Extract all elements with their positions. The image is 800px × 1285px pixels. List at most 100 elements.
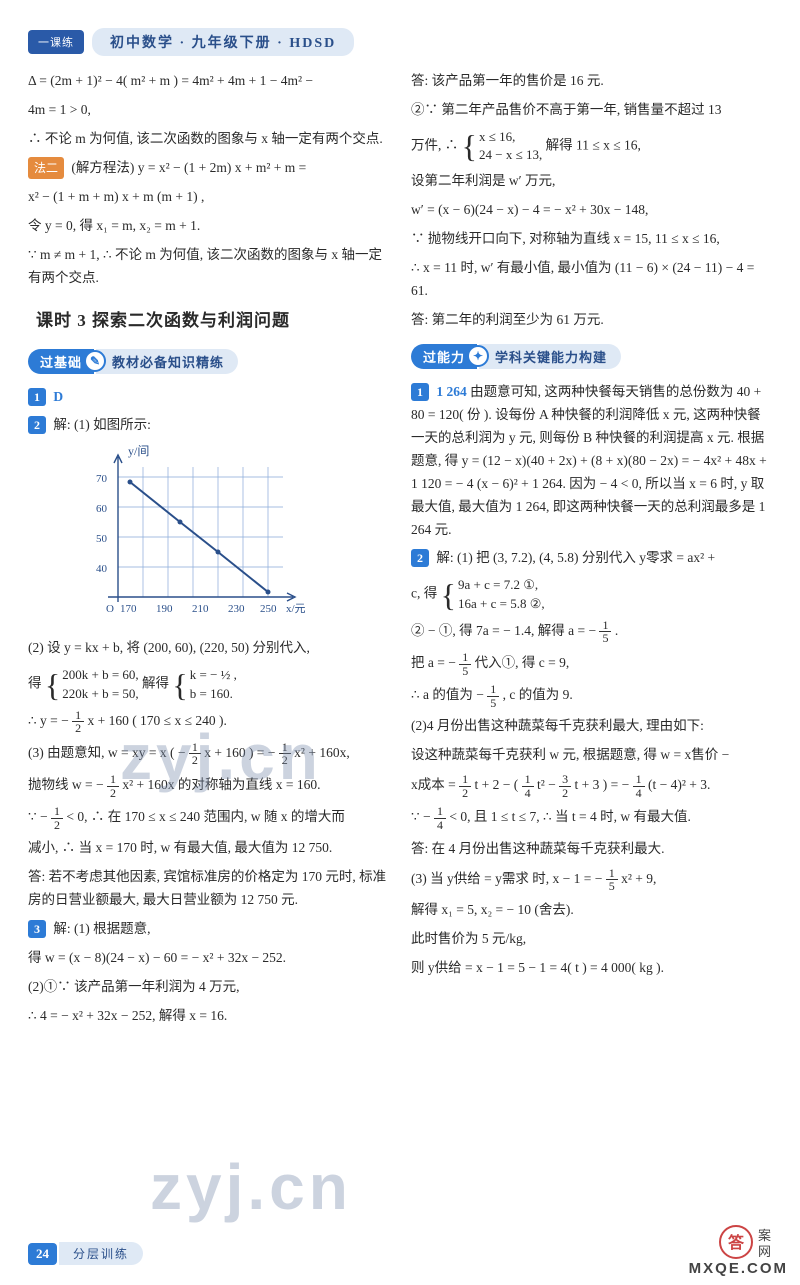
answer-line: 2 解: (1) 如图所示: <box>28 414 389 437</box>
text: ∴ a 的值为 − <box>411 687 487 702</box>
text: 代入①, 得 c = 9, <box>475 655 570 670</box>
text-line: ∵ 抛物线开口向下, 对称轴为直线 x = 15, 11 ≤ x ≤ 16, <box>411 228 772 251</box>
eq-line: 解得 x₁ = 5, x₂ = − 10 (舍去). <box>411 899 772 922</box>
page-footer: 24 分层训练 <box>28 1242 143 1265</box>
text: (t − 4)² + 3. <box>648 777 710 792</box>
text-line: 减小, ∴ 当 x = 170 时, w 有最大值, 最大值为 12 750. <box>28 837 389 860</box>
text: t² − <box>537 777 559 792</box>
text: 抛物线 w = − <box>28 777 107 792</box>
answer-line: 1 D <box>28 386 389 409</box>
text-line: 法二 (解方程法) y = x² − (1 + 2m) x + m² + m = <box>28 157 389 180</box>
text: ∵ − <box>411 810 434 825</box>
equation-system: { 200k + b = 60, 220k + b = 50, <box>45 666 139 702</box>
svg-text:250: 250 <box>260 603 277 615</box>
question-number: 2 <box>411 549 429 567</box>
series-tab: 一课练 <box>28 30 84 54</box>
fraction: 14 <box>522 773 534 799</box>
text: 解: (1) 把 (3, 7.2), (4, 5.8) 分别代入 y零求 = a… <box>436 550 715 565</box>
text: (3) 由题意知, w = xy = x ( − <box>28 745 189 760</box>
question-number: 3 <box>28 920 46 938</box>
text: x² + 160x, <box>294 745 350 760</box>
text: c, 得 <box>411 586 441 601</box>
svg-text:40: 40 <box>96 563 108 575</box>
eq-line: (3) 由题意知, w = xy = x ( − 12 x + 160 ) = … <box>28 741 389 767</box>
fraction: 15 <box>487 683 499 709</box>
text: 万件, ∴ <box>411 137 462 152</box>
eq-line: x成本 = 12 t + 2 − ( 14 t² − 32 t + 3 ) = … <box>411 773 772 799</box>
svg-text:230: 230 <box>228 603 245 615</box>
svg-text:O: O <box>106 603 114 615</box>
fraction: 14 <box>633 773 645 799</box>
svg-text:170: 170 <box>120 603 137 615</box>
tag-icon: ✎ <box>84 350 106 372</box>
text-line: ∵ m ≠ m + 1, ∴ 不论 m 为何值, 该二次函数的图象与 x 轴一定… <box>28 244 389 290</box>
question-number: 1 <box>28 388 46 406</box>
eq-line: ② − ①, 得 7a = − 1.4, 解得 a = − 15 . <box>411 619 772 645</box>
page-number: 24 <box>28 1243 57 1265</box>
text-line: (2)4 月份出售这种蔬菜每千克获利最大, 理由如下: <box>411 715 772 738</box>
text-line: (2) 设 y = kx + b, 将 (200, 60), (220, 50)… <box>28 637 389 660</box>
text: ∴ y = − <box>28 713 72 728</box>
section-tag-capability: 过能力 ✦ 学科关键能力构建 <box>411 344 772 369</box>
text: 得 <box>28 676 42 691</box>
question-number: 2 <box>28 416 46 434</box>
eq-line: 万件, ∴ { x ≤ 16, 24 − x ≤ 13, 解得 11 ≤ x ≤… <box>411 128 772 164</box>
site-url: MXQE.COM <box>689 1260 788 1277</box>
text-line: ∴ x = 11 时, w′ 有最小值, 最小值为 (11 − 6) × (24… <box>411 257 772 303</box>
text: 解: (1) 根据题意, <box>53 921 150 936</box>
tag-right: 教材必备知识精练 <box>96 349 238 374</box>
equation-system: { 9a + c = 7.2 ①, 16a + c = 5.8 ②, <box>441 576 545 612</box>
text: < 0, 且 1 ≤ t ≤ 7, ∴ 当 t = 4 时, w 有最大值. <box>449 810 691 825</box>
eq-line: 4m = 1 > 0, <box>28 99 389 122</box>
equation-system: { k = − ½ , b = 160. <box>172 666 237 702</box>
eq: x ≤ 16, <box>479 128 542 146</box>
text: , c 的值为 9. <box>503 687 573 702</box>
svg-text:70: 70 <box>96 473 108 485</box>
text: 解得 <box>142 676 172 691</box>
svg-text:190: 190 <box>156 603 173 615</box>
text-line: 答: 该产品第一年的售价是 16 元. <box>411 70 772 93</box>
fraction: 15 <box>606 867 618 893</box>
text: x² + 9, <box>621 871 656 886</box>
eq-line: ∴ a 的值为 − 15 , c 的值为 9. <box>411 683 772 709</box>
svg-text:y/间: y/间 <box>128 444 149 458</box>
tag-right: 学科关键能力构建 <box>479 344 621 369</box>
text: ② − ①, 得 7a = − 1.4, 解得 a = − <box>411 623 599 638</box>
eq-line: x² − (1 + m + m) x + m (m + 1) , <box>28 186 389 209</box>
svg-text:网: 网 <box>758 1244 771 1259</box>
svg-text:x/元: x/元 <box>286 603 306 615</box>
text: < 0, ∴ 在 170 ≤ x ≤ 240 范围内, w 随 x 的增大而 <box>66 809 345 824</box>
answer-line: 3 解: (1) 根据题意, <box>28 918 389 941</box>
footer-label: 分层训练 <box>59 1242 143 1265</box>
text: 解得 11 ≤ x ≤ 16, <box>546 137 641 152</box>
text: t + 3 ) = − <box>575 777 633 792</box>
svg-text:60: 60 <box>96 503 108 515</box>
eq-line: (3) 当 y供给 = y需求 时, x − 1 = − 15 x² + 9, <box>411 867 772 893</box>
text: . <box>615 623 618 638</box>
eq-line: w′ = (x − 6)(24 − x) − 4 = − x² + 30x − … <box>411 199 772 222</box>
eq-line: 得 { 200k + b = 60, 220k + b = 50, 解得 { k… <box>28 666 389 702</box>
text-line: ②∵ 第二年产品售价不高于第一年, 销售量不超过 13 <box>411 99 772 122</box>
text: 把 a = − <box>411 655 459 670</box>
text-line: 设第二年利润是 w′ 万元, <box>411 170 772 193</box>
fraction: 12 <box>459 773 471 799</box>
answer: D <box>53 389 63 404</box>
line-chart: y/间 70 60 50 40 O 170 190 210 230 250 x/… <box>88 447 308 627</box>
eq-line: ∴ y = − 12 x + 160 ( 170 ≤ x ≤ 240 ). <box>28 709 389 735</box>
eq-line: (解方程法) y = x² − (1 + 2m) x + m² + m = <box>71 160 306 175</box>
fraction: 12 <box>279 741 291 767</box>
eq-line: ∴ 4 = − x² + 32x − 252, 解得 x = 16. <box>28 1005 389 1028</box>
answer: 1 264 <box>436 384 466 399</box>
explanation: 由题意可知, 这两种快餐每天销售的总份数为 40 + 80 = 120( 份 )… <box>411 384 767 537</box>
text-line: (2)①∵ 该产品第一年利润为 4 万元, <box>28 976 389 999</box>
text-line: 答: 若不考虑其他因素, 宾馆标准房的价格定为 170 元时, 标准房的日营业额… <box>28 866 389 912</box>
text: 解: (1) 如图所示: <box>53 417 151 432</box>
text: x + 160 ( 170 ≤ x ≤ 240 ). <box>87 713 226 728</box>
brand-icon: 答 案 网 <box>718 1224 788 1260</box>
eq: 200k + b = 60, <box>62 666 138 684</box>
eq: 24 − x ≤ 13, <box>479 146 542 164</box>
eq-line: 得 w = (x − 8)(24 − x) − 60 = − x² + 32x … <box>28 947 389 970</box>
page-header: 一课练 初中数学 · 九年级下册 · HDSD <box>28 28 772 56</box>
eq-line: ∵ − 12 < 0, ∴ 在 170 ≤ x ≤ 240 范围内, w 随 x… <box>28 805 389 831</box>
svg-text:案: 案 <box>758 1228 771 1243</box>
